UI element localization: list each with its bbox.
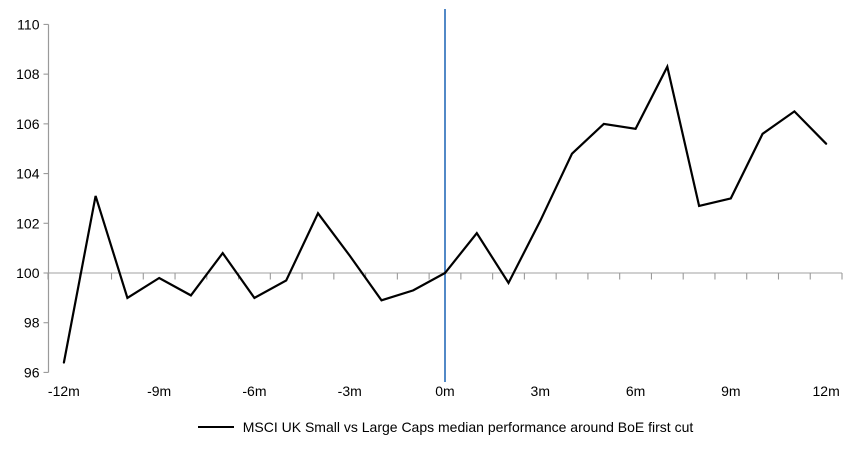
x-axis-tick-label: -3m [338, 383, 362, 399]
y-axis-tick-label: 100 [16, 265, 40, 281]
legend-series-label: MSCI UK Small vs Large Caps median perfo… [242, 419, 694, 435]
y-axis-tick-label: 110 [17, 16, 40, 32]
legend-line-swatch [197, 426, 234, 428]
x-axis-tick-label: 3m [531, 383, 550, 399]
x-axis-tick-label: -9m [147, 383, 171, 399]
y-axis-tick-label: 104 [16, 166, 40, 182]
y-axis-tick-label: 102 [16, 215, 40, 231]
y-axis-tick-label: 96 [24, 364, 40, 380]
x-axis-tick-label: 12m [813, 383, 840, 399]
x-axis-tick-label: 9m [721, 383, 740, 399]
y-axis-tick-label: 98 [24, 315, 40, 331]
x-axis-tick-label: 0m [435, 383, 454, 399]
x-axis-tick-label: -6m [242, 383, 266, 399]
chart-legend: MSCI UK Small vs Large Caps median perfo… [48, 417, 843, 437]
series-line [62, 63, 828, 364]
y-axis-tick-label: 108 [16, 66, 40, 82]
x-axis-tick-label: -12m [48, 383, 80, 399]
y-axis-tick-label: 106 [16, 116, 40, 132]
x-axis-tick-label: 6m [626, 383, 645, 399]
